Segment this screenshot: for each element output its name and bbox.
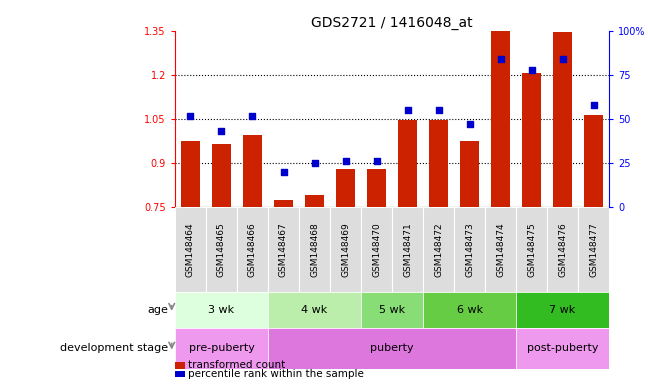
Point — [465, 121, 475, 127]
FancyBboxPatch shape — [516, 292, 609, 328]
Text: GSM148470: GSM148470 — [372, 222, 381, 277]
Text: GSM148468: GSM148468 — [310, 222, 319, 277]
Title: GDS2721 / 1416048_at: GDS2721 / 1416048_at — [311, 16, 473, 30]
Bar — [429, 120, 448, 207]
Point — [279, 169, 289, 175]
Point — [371, 158, 382, 164]
Point — [588, 102, 599, 108]
Bar — [305, 195, 324, 207]
Text: GSM148476: GSM148476 — [558, 222, 567, 277]
Text: post-puberty: post-puberty — [527, 343, 598, 354]
Text: GSM148469: GSM148469 — [341, 222, 350, 277]
Text: GSM148466: GSM148466 — [248, 222, 257, 277]
FancyBboxPatch shape — [516, 207, 547, 292]
Bar — [175, 371, 185, 377]
FancyBboxPatch shape — [578, 207, 609, 292]
FancyBboxPatch shape — [485, 207, 516, 292]
FancyBboxPatch shape — [361, 292, 423, 328]
FancyBboxPatch shape — [299, 207, 330, 292]
FancyBboxPatch shape — [175, 328, 268, 369]
Text: GSM148474: GSM148474 — [496, 222, 505, 277]
FancyBboxPatch shape — [175, 292, 268, 328]
FancyBboxPatch shape — [268, 292, 361, 328]
Text: GSM148477: GSM148477 — [589, 222, 598, 277]
FancyBboxPatch shape — [330, 207, 361, 292]
Text: development stage: development stage — [60, 343, 168, 354]
FancyBboxPatch shape — [237, 207, 268, 292]
Text: 6 wk: 6 wk — [456, 305, 483, 315]
Bar — [553, 32, 572, 207]
FancyBboxPatch shape — [516, 328, 609, 369]
Point — [526, 66, 537, 73]
Point — [216, 128, 227, 134]
FancyBboxPatch shape — [392, 207, 423, 292]
Text: GSM148464: GSM148464 — [186, 222, 195, 277]
Point — [495, 56, 505, 62]
Text: GSM148472: GSM148472 — [434, 222, 443, 277]
Bar — [175, 362, 185, 369]
Bar — [522, 73, 541, 207]
Point — [185, 113, 196, 119]
Bar — [367, 169, 386, 207]
Point — [557, 56, 568, 62]
FancyBboxPatch shape — [423, 207, 454, 292]
Text: 4 wk: 4 wk — [301, 305, 328, 315]
Text: 5 wk: 5 wk — [379, 305, 405, 315]
Text: GSM148471: GSM148471 — [403, 222, 412, 277]
Bar — [212, 144, 231, 207]
Text: pre-puberty: pre-puberty — [189, 343, 255, 354]
Text: 7 wk: 7 wk — [550, 305, 575, 315]
Text: age: age — [148, 305, 168, 315]
Text: 3 wk: 3 wk — [209, 305, 235, 315]
Text: transformed count: transformed count — [188, 360, 285, 370]
Text: GSM148473: GSM148473 — [465, 222, 474, 277]
FancyBboxPatch shape — [361, 207, 392, 292]
Point — [248, 113, 258, 119]
Text: GSM148467: GSM148467 — [279, 222, 288, 277]
Text: GSM148465: GSM148465 — [217, 222, 226, 277]
Text: percentile rank within the sample: percentile rank within the sample — [188, 369, 364, 379]
Text: puberty: puberty — [370, 343, 414, 354]
Point — [434, 107, 444, 113]
Point — [402, 107, 413, 113]
Bar — [274, 200, 293, 207]
FancyBboxPatch shape — [268, 328, 516, 369]
FancyBboxPatch shape — [206, 207, 237, 292]
Text: GSM148475: GSM148475 — [527, 222, 536, 277]
Bar — [181, 141, 200, 207]
Bar — [336, 169, 355, 207]
FancyBboxPatch shape — [454, 207, 485, 292]
Bar — [491, 31, 510, 207]
Point — [340, 158, 351, 164]
FancyBboxPatch shape — [547, 207, 578, 292]
Bar — [584, 115, 603, 207]
FancyBboxPatch shape — [268, 207, 299, 292]
FancyBboxPatch shape — [423, 292, 516, 328]
Point — [309, 160, 319, 166]
Bar — [399, 120, 417, 207]
FancyBboxPatch shape — [175, 207, 206, 292]
Bar — [460, 141, 479, 207]
Bar — [243, 135, 262, 207]
